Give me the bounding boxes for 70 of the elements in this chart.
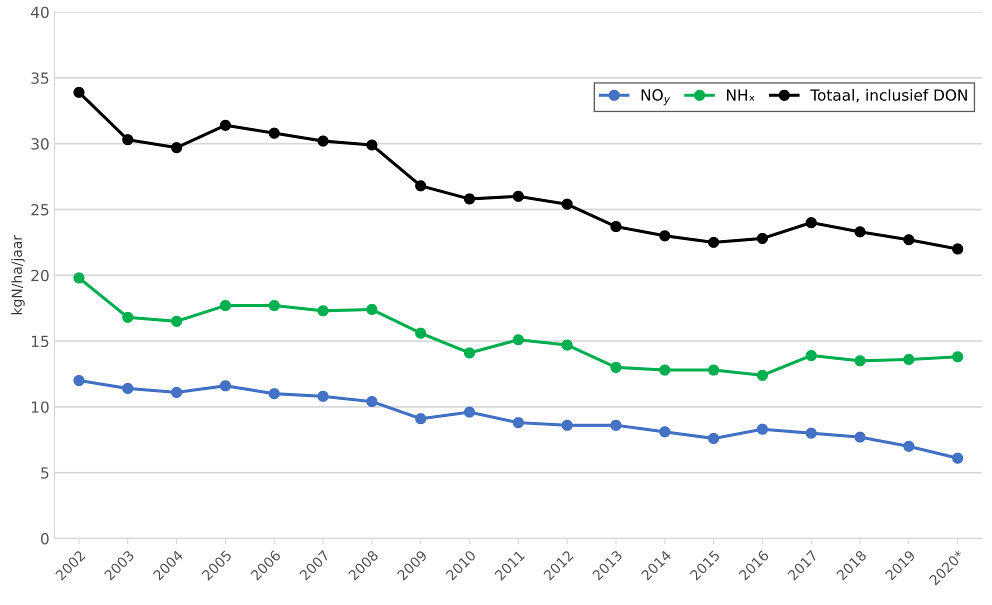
y-axis-title: kgN/ha/jaar xyxy=(11,235,25,314)
y-tick-label: 20 xyxy=(31,270,49,282)
point xyxy=(415,328,426,339)
point xyxy=(756,232,768,244)
point xyxy=(659,230,670,242)
point xyxy=(854,432,866,443)
point xyxy=(366,304,378,316)
point xyxy=(317,305,329,316)
point xyxy=(464,193,476,205)
point xyxy=(854,355,866,366)
point xyxy=(659,364,670,376)
y-tick-label: 10 xyxy=(32,401,49,413)
legend-label: NHₓ xyxy=(727,89,754,101)
point xyxy=(756,370,768,381)
point xyxy=(708,364,720,376)
point xyxy=(756,424,768,435)
legend-label: Totaal, inclusief DON xyxy=(810,89,967,102)
point xyxy=(854,226,866,238)
point xyxy=(903,354,914,366)
point xyxy=(415,413,426,424)
point xyxy=(317,136,329,147)
y-tick-label: 25 xyxy=(31,204,48,216)
point xyxy=(317,390,329,402)
point xyxy=(806,217,817,228)
point xyxy=(366,396,378,408)
point xyxy=(171,142,182,154)
point xyxy=(268,128,280,139)
point xyxy=(512,417,524,428)
y-tick-label: 5 xyxy=(41,467,48,479)
point xyxy=(268,388,280,400)
point xyxy=(708,236,720,248)
point xyxy=(464,347,476,358)
point xyxy=(610,362,622,373)
point xyxy=(366,139,378,151)
point xyxy=(171,316,182,327)
point xyxy=(73,272,85,284)
point xyxy=(562,198,573,210)
point xyxy=(122,134,134,146)
point xyxy=(659,426,670,438)
y-tick-label: 0 xyxy=(40,532,49,544)
point xyxy=(806,350,817,362)
point xyxy=(610,420,622,431)
point xyxy=(512,334,524,346)
point xyxy=(952,243,964,255)
point xyxy=(562,420,573,431)
y-tick-label: 35 xyxy=(31,72,48,84)
point xyxy=(73,86,85,98)
point xyxy=(122,382,134,394)
point xyxy=(610,221,622,232)
point xyxy=(562,339,573,351)
point xyxy=(512,190,524,202)
point xyxy=(73,374,85,386)
point xyxy=(903,440,914,452)
y-tick-label: 30 xyxy=(31,138,49,150)
point xyxy=(122,312,134,323)
point xyxy=(171,386,182,398)
point xyxy=(708,432,720,444)
y-tick-label: 15 xyxy=(32,336,48,348)
point xyxy=(220,300,231,312)
y-tick-label: 40 xyxy=(31,6,49,18)
point xyxy=(952,452,964,464)
point xyxy=(220,380,231,392)
point xyxy=(903,234,914,246)
point xyxy=(415,180,426,192)
point xyxy=(464,406,476,418)
point xyxy=(952,351,964,362)
point xyxy=(220,120,231,131)
point xyxy=(806,428,817,439)
legend-label: NO$_{y}$ xyxy=(642,89,670,106)
point xyxy=(268,300,280,312)
